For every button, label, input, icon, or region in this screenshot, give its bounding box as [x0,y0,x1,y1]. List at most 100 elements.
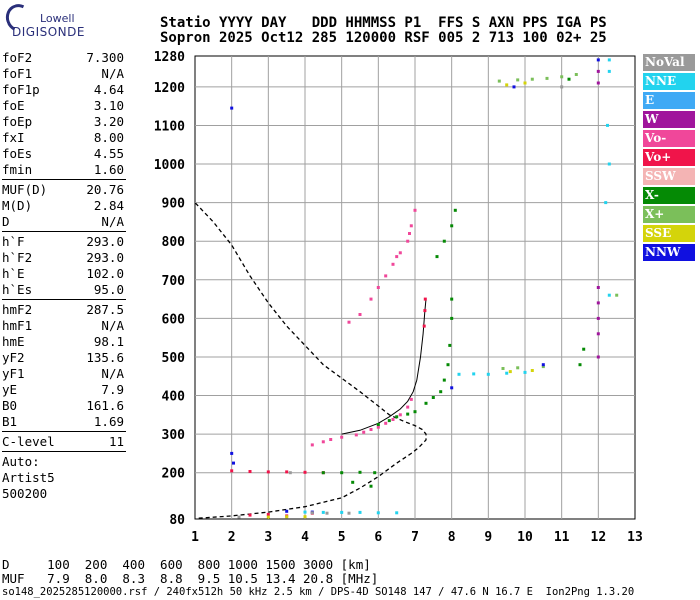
x-tick-label: 7 [411,530,419,545]
echo-point [266,470,270,474]
param-value: 4.64 [93,82,124,97]
echo-point [351,480,355,484]
echo-point [248,470,252,473]
electron-density-profile [194,202,427,519]
param-key: hmF2 [2,302,33,317]
echo-point [560,85,564,89]
echo-point [362,430,366,434]
y-tick-label: 1280 [154,50,185,65]
echo-point [508,370,512,374]
param-row-hf: h`F 293.0 [2,234,126,250]
echo-point [358,510,362,514]
echo-point [303,470,307,474]
echo-point [516,78,520,82]
echo-point [395,255,399,259]
echo-point [347,511,351,515]
param-value: 287.5 [86,302,124,317]
param-value: N/A [101,66,124,81]
echo-points [230,58,619,519]
x-tick-label: 8 [448,530,456,545]
echo-point [431,396,435,399]
echo-point [439,390,443,394]
legend-nnw: NNW [643,244,695,261]
echo-point [340,435,344,439]
echo-point [442,378,446,382]
param-value: 1.60 [93,162,124,177]
grid [194,55,636,520]
echo-point [442,239,446,243]
x-tick-label: 6 [374,530,382,545]
echo-point [358,470,362,474]
param-key: h`Es [2,282,33,297]
panel-separator [2,179,126,180]
legend: NoVal NNE E W Vo- Vo+ SSW X- X+ SSE NNW [643,54,695,263]
echo-point [545,76,549,80]
x-tick-label: 12 [591,530,607,545]
echo-point [523,81,527,85]
echo-point [596,301,600,305]
param-value: 1.69 [93,414,124,429]
echo-point [607,58,611,62]
param-value: 293.0 [86,250,124,265]
param-key: h`E [2,266,25,281]
echo-point [230,469,234,473]
y-tick-label: 900 [162,197,186,212]
param-row-fmin: fmin 1.60 [2,162,126,178]
param-row-d: D N/A [2,214,126,230]
echo-point [303,515,307,519]
echo-point [321,440,325,444]
param-row-fof2: foF2 7.300 [2,50,126,66]
echo-point [369,297,373,301]
param-row-fxi: fxI 8.00 [2,130,126,146]
echo-point [472,372,476,376]
echo-point [450,297,454,301]
param-row-foep: foEp 3.20 [2,114,126,130]
param-key: C-level [2,434,55,449]
param-row-hmf1: hmF1 N/A [2,318,126,334]
legend-vo: Vo+ [643,149,695,166]
echo-point [512,85,516,89]
param-value: N/A [101,318,124,333]
echo-point [340,471,344,475]
echo-point [329,438,333,441]
axis-ticks: 1 2 3 4 5 6 7 8 9 10 11 12 1380200300400500600700800… [154,50,643,545]
echo-point [448,343,452,347]
echo-point [450,386,454,390]
legend-vo: Vo- [643,130,695,147]
param-row-md: M(D) 2.84 [2,198,126,214]
param-row-hmf2: hmF2 287.5 [2,302,126,318]
echo-point [435,255,439,259]
echo-point [288,471,292,475]
param-row-hf2: h`F2 293.0 [2,250,126,266]
echo-point [376,425,380,429]
echo-point [391,418,395,421]
param-row-hes: h`Es 95.0 [2,282,126,298]
panel-separator [2,231,126,232]
param-key: hmF1 [2,318,33,333]
param-value: 3.20 [93,114,124,129]
param-row-foe: foE 3.10 [2,98,126,114]
header-line-2: Sopron 2025 Oct12 285 120000 RSF 005 2 7… [160,30,607,46]
param-row-fof1p: foF1p 4.64 [2,82,126,98]
footer-muf-row: MUF 7.9 8.0 8.3 8.8 9.5 10.5 13.4 20.8 [… [2,571,379,586]
series-vo [230,297,427,518]
param-key: h`F2 [2,250,33,265]
param-key: foEp [2,114,33,129]
echo-point [347,320,351,324]
series-vo [310,208,417,447]
param-value: 135.6 [86,350,124,365]
auto-line: 500200 [2,486,48,501]
echo-point [369,484,373,488]
legend-x: X- [643,187,695,204]
legend-ssw: SSW [643,168,695,185]
echo-point [321,471,325,475]
param-value: 3.10 [93,98,124,113]
echo-point [607,162,611,166]
echo-point [413,410,417,414]
echo-point [497,79,501,83]
y-tick-label: 80 [169,513,185,528]
echo-point [409,224,413,228]
echo-point [567,77,571,81]
series-noval [237,85,564,519]
echo-point [285,470,289,474]
